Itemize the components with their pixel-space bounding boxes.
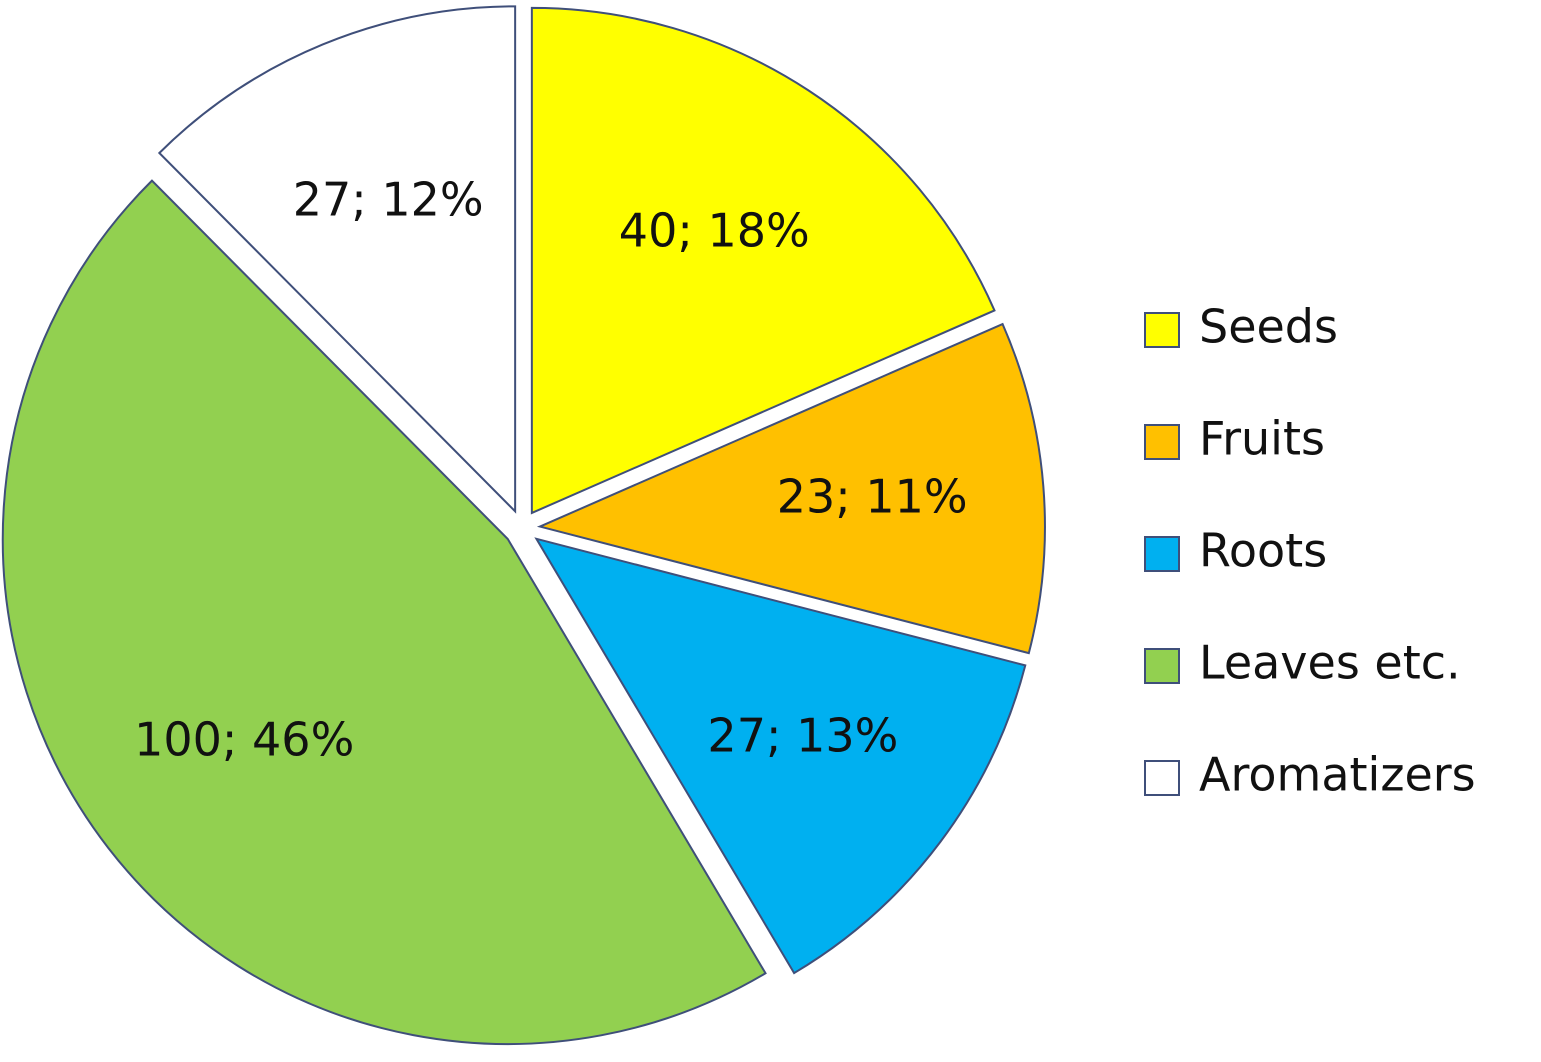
- data-label-roots: 27; 13%: [707, 708, 898, 762]
- data-label-leaves-etc: 100; 46%: [134, 713, 354, 767]
- legend-swatch-leaves-etc: [1144, 648, 1180, 684]
- legend: Seeds Fruits Roots Leaves etc. Aromatizers: [1144, 300, 1476, 802]
- pie-data-labels: 40; 18% 23; 11% 27; 13% 100; 46% 27; 12%: [134, 173, 968, 767]
- pie-slices: [1, 5, 1046, 1045]
- legend-label-fruits: Fruits: [1199, 412, 1325, 466]
- data-label-seeds: 40; 18%: [619, 203, 810, 257]
- pie-slice-leaves-etc: [1, 179, 767, 1045]
- pie-slice-roots: [534, 537, 1027, 975]
- pie-slice-fruits: [536, 322, 1046, 655]
- pie-slice-aromatizers: [157, 5, 517, 514]
- legend-swatch-roots: [1144, 536, 1180, 572]
- legend-swatch-aromatizers: [1144, 760, 1180, 796]
- data-label-fruits: 23; 11%: [777, 470, 968, 524]
- data-label-aromatizers: 27; 12%: [293, 173, 484, 227]
- pie-slice-seeds: [530, 6, 996, 515]
- legend-label-leaves-etc: Leaves etc.: [1199, 636, 1461, 690]
- legend-swatch-seeds: [1144, 312, 1180, 348]
- legend-label-seeds: Seeds: [1199, 300, 1338, 354]
- legend-label-aromatizers: Aromatizers: [1199, 748, 1476, 802]
- legend-label-roots: Roots: [1199, 524, 1327, 578]
- legend-swatch-fruits: [1144, 424, 1180, 460]
